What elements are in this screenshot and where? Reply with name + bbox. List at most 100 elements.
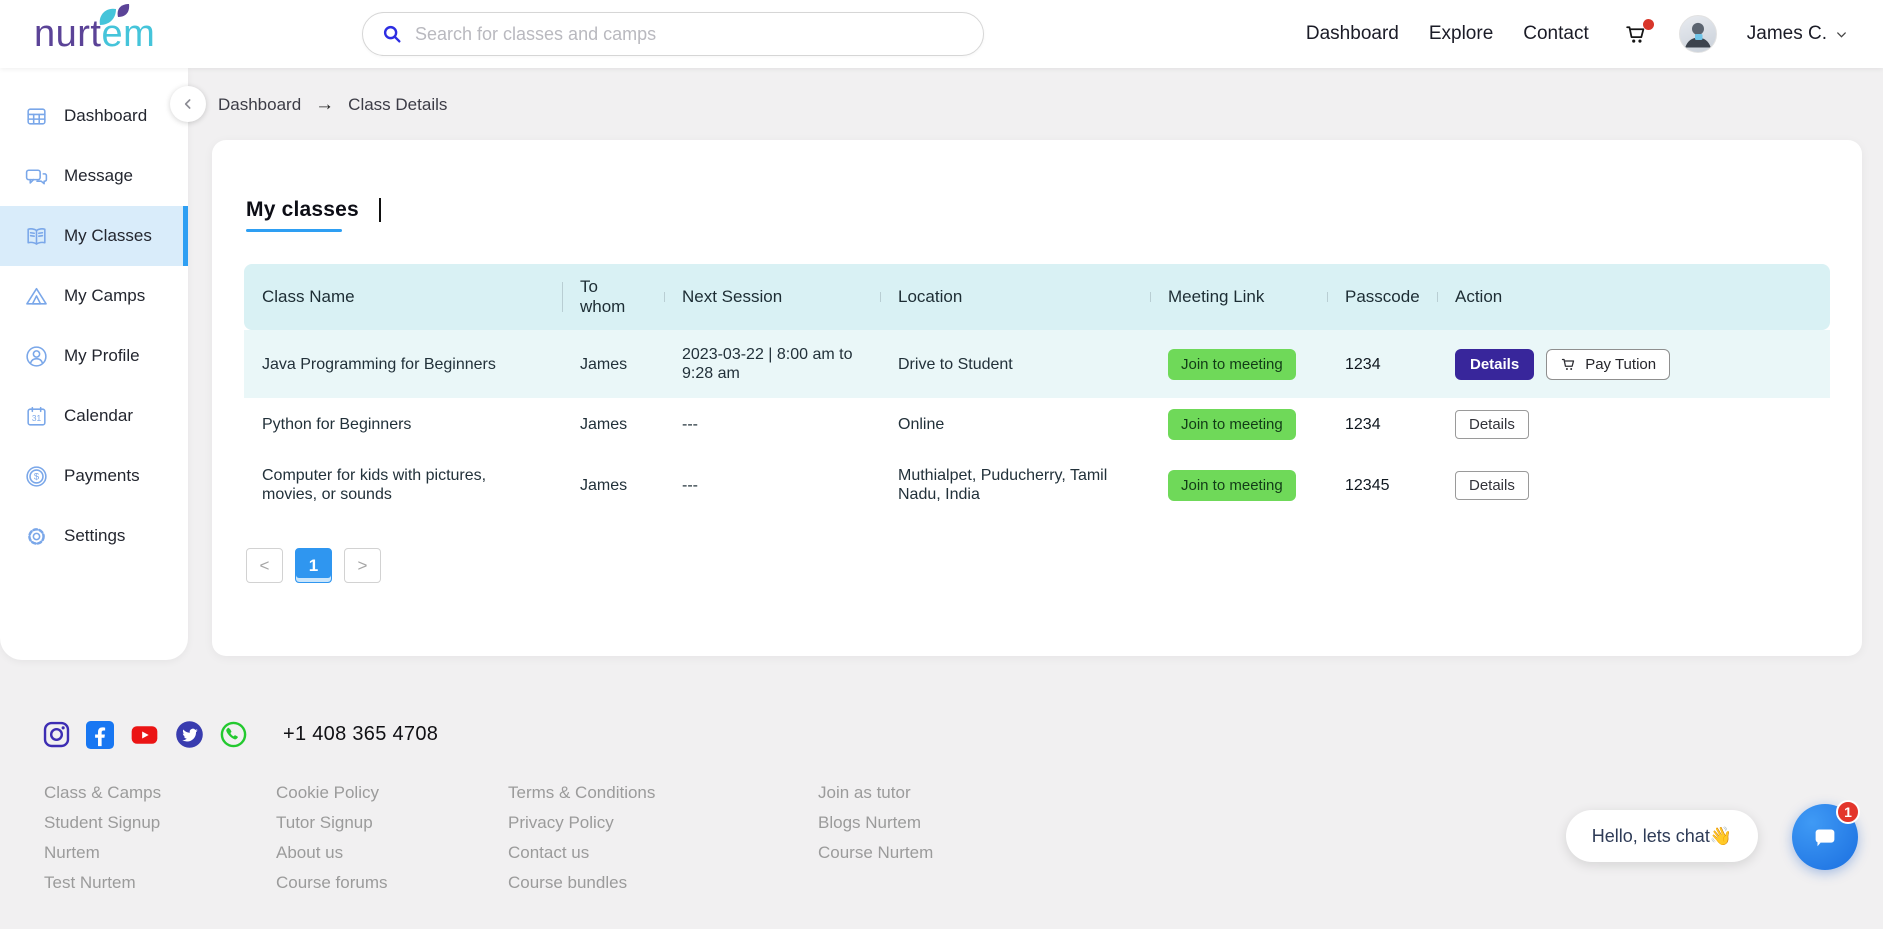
avatar[interactable]: [1679, 15, 1717, 53]
facebook-icon[interactable]: [86, 721, 114, 749]
footer-link[interactable]: Contact us: [508, 838, 818, 868]
chat-greeting-text: Hello, lets chat👋: [1592, 826, 1732, 847]
cell-next-session: ---: [664, 405, 880, 444]
pagination: < 1 >: [246, 548, 1830, 583]
cell-passcode: 1234: [1327, 345, 1437, 384]
calendar-icon: 31: [24, 404, 49, 429]
settings-icon: [24, 524, 49, 549]
col-class-name: Class Name: [244, 279, 562, 315]
col-meeting-link: Meeting Link: [1150, 279, 1327, 315]
classes-table: Class Name To whom Next Session Location…: [244, 264, 1830, 520]
twitter-icon[interactable]: [175, 720, 204, 749]
footer-link[interactable]: Course Nurtem: [818, 838, 933, 868]
footer-link[interactable]: Privacy Policy: [508, 808, 818, 838]
sidebar-item-label: Dashboard: [64, 106, 147, 126]
footer-phone-number[interactable]: +1 408 365 4708: [283, 723, 438, 746]
breadcrumb-class-details[interactable]: Class Details: [348, 95, 447, 115]
col-passcode: Passcode: [1327, 279, 1437, 315]
sidebar-item-message[interactable]: Message: [0, 146, 188, 206]
cell-next-session: 2023-03-22 | 8:00 am to 9:28 am: [664, 335, 880, 393]
pay-tuition-button[interactable]: Pay Tution: [1546, 349, 1670, 380]
cart-button[interactable]: [1623, 22, 1649, 47]
my-classes-panel: My classes Class Name To whom Next Sessi…: [212, 140, 1862, 656]
footer-link[interactable]: Student Signup: [44, 808, 276, 838]
cell-location: Drive to Student: [880, 345, 1150, 384]
join-meeting-button[interactable]: Join to meeting: [1168, 349, 1296, 380]
pay-tuition-label: Pay Tution: [1585, 356, 1656, 373]
whatsapp-icon[interactable]: [219, 720, 248, 749]
top-navigation: Dashboard Explore Contact James C.: [1306, 0, 1849, 68]
nav-explore[interactable]: Explore: [1429, 23, 1493, 45]
top-bar: nurtem Dashboard Explore Contact: [0, 0, 1883, 68]
page-title: My classes: [246, 198, 359, 222]
breadcrumb-arrow-icon: →: [315, 94, 334, 116]
sidebar-item-calendar[interactable]: 31 Calendar: [0, 386, 188, 446]
details-button[interactable]: Details: [1455, 349, 1534, 380]
nav-contact[interactable]: Contact: [1523, 23, 1588, 45]
search-bar[interactable]: [362, 12, 984, 56]
sidebar-item-label: Message: [64, 166, 133, 186]
cart-icon: [1560, 356, 1577, 373]
footer-link[interactable]: Tutor Signup: [276, 808, 508, 838]
join-meeting-button[interactable]: Join to meeting: [1168, 470, 1296, 501]
footer-link[interactable]: Cookie Policy: [276, 778, 508, 808]
footer-column-1: Class & Camps Student Signup Nurtem Test…: [44, 778, 276, 898]
join-meeting-button[interactable]: Join to meeting: [1168, 409, 1296, 440]
svg-text:31: 31: [32, 413, 42, 423]
sidebar-item-my-profile[interactable]: My Profile: [0, 326, 188, 386]
breadcrumb-dashboard[interactable]: Dashboard: [218, 95, 301, 115]
user-menu[interactable]: James C.: [1747, 23, 1849, 45]
sidebar-item-label: My Profile: [64, 346, 140, 366]
youtube-icon[interactable]: [129, 721, 160, 749]
sidebar-item-settings[interactable]: Settings: [0, 506, 188, 566]
title-underline: [246, 229, 342, 232]
user-name: James C.: [1747, 23, 1827, 45]
pagination-page-1[interactable]: 1: [295, 548, 332, 583]
chat-launcher-button[interactable]: 1: [1792, 804, 1858, 870]
footer-link[interactable]: Course forums: [276, 868, 508, 898]
pagination-next-button[interactable]: >: [344, 548, 381, 583]
cell-to-whom: James: [562, 466, 664, 505]
nav-dashboard[interactable]: Dashboard: [1306, 23, 1399, 45]
footer-link[interactable]: Test Nurtem: [44, 868, 276, 898]
footer-link[interactable]: Course bundles: [508, 868, 818, 898]
cart-notification-dot: [1643, 19, 1654, 30]
search-input[interactable]: [415, 24, 965, 45]
sidebar-collapse-button[interactable]: [170, 86, 206, 122]
footer-link[interactable]: Blogs Nurtem: [818, 808, 933, 838]
sidebar-item-my-camps[interactable]: My Camps: [0, 266, 188, 326]
text-cursor: [379, 198, 381, 222]
table-row: Python for Beginners James --- Online Jo…: [244, 398, 1830, 450]
cell-to-whom: James: [562, 405, 664, 444]
sidebar-item-label: Calendar: [64, 406, 133, 426]
sidebar-item-label: My Camps: [64, 286, 145, 306]
details-button[interactable]: Details: [1455, 410, 1529, 439]
footer-link[interactable]: Nurtem: [44, 838, 276, 868]
sidebar-item-my-classes[interactable]: My Classes: [0, 206, 188, 266]
chat-icon: [1810, 822, 1840, 852]
chat-unread-badge: 1: [1836, 800, 1860, 824]
classes-icon: [24, 224, 49, 249]
footer-link[interactable]: Class & Camps: [44, 778, 276, 808]
sidebar-item-payments[interactable]: $ Payments: [0, 446, 188, 506]
col-to-whom: To whom: [562, 269, 664, 325]
footer-column-2: Cookie Policy Tutor Signup About us Cour…: [276, 778, 508, 898]
details-button[interactable]: Details: [1455, 471, 1529, 500]
dashboard-icon: [24, 104, 49, 129]
pagination-prev-button[interactable]: <: [246, 548, 283, 583]
footer-column-3: Terms & Conditions Privacy Policy Contac…: [508, 778, 818, 898]
sidebar-item-dashboard[interactable]: Dashboard: [0, 86, 188, 146]
chevron-down-icon: [1834, 27, 1849, 42]
logo-text-primary: nurt: [34, 13, 101, 55]
nurtem-logo[interactable]: nurtem: [34, 15, 155, 53]
chat-greeting-bubble[interactable]: Hello, lets chat👋: [1566, 810, 1758, 862]
footer-link[interactable]: Terms & Conditions: [508, 778, 818, 808]
instagram-icon[interactable]: [42, 720, 71, 749]
sidebar: Dashboard Message My Classes My Camps My…: [0, 68, 188, 660]
sidebar-item-label: Payments: [64, 466, 140, 486]
sidebar-item-label: My Classes: [64, 226, 152, 246]
camps-icon: [24, 284, 49, 309]
cell-passcode: 1234: [1327, 405, 1437, 444]
footer-link[interactable]: Join as tutor: [818, 778, 933, 808]
footer-link[interactable]: About us: [276, 838, 508, 868]
